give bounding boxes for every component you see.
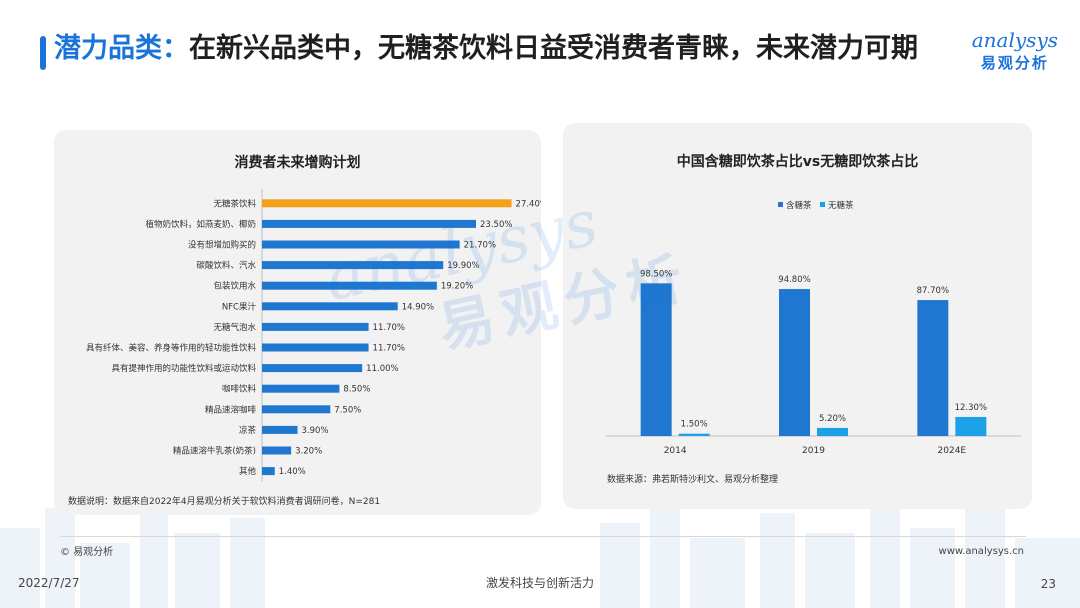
data-label: 7.50% [334,405,361,415]
x-tick-label: 2024E [938,446,967,456]
category-label: 无糖茶饮料 [213,198,256,209]
right-data-note: 数据来源：弗若斯特沙利文、易观分析整理 [607,475,779,485]
report-date: 2022/7/27 [18,576,80,590]
website-link[interactable]: www.analysys.cn [938,546,1024,557]
title-accent-bar [40,36,46,70]
legend-label: 无糖茶 [828,200,854,211]
bar [955,416,987,436]
data-label: 5.20% [819,414,846,424]
category-label: 咖啡饮料 [222,384,257,395]
data-label: 12.30% [955,403,987,413]
right-chart-panel: 中国含糖即饮茶占比vs无糖即饮茶占比 含糖茶 无糖茶 98.50% 1.50% 2014… [563,123,1032,509]
bar [262,467,275,476]
category-label: 无糖气泡水 [213,322,256,333]
bar [817,427,848,436]
page-title: 潜力品类：在新兴品类中，无糖茶饮料日益受消费者青睐，未来潜力可期 [54,30,934,68]
data-label: 3.20% [295,447,322,457]
bar [640,283,672,436]
data-label: 8.50% [343,385,370,395]
data-label: 14.90% [402,302,434,312]
bar [262,281,437,290]
x-tick-label: 2014 [664,446,687,456]
category-label: 植物奶饮料，如燕麦奶、椰奶 [145,219,256,230]
data-label: 19.90% [447,261,479,271]
left-chart-panel: 消费者未来增购计划 无糖茶饮料 27.40% 植物奶饮料，如燕麦奶、椰奶 23.50%… [54,130,541,515]
category-label: 包装饮用水 [213,281,256,292]
title-text: 在新兴品类中，无糖茶饮料日益受消费者青睐，未来潜力可期 [189,33,918,64]
bar [262,364,363,373]
logo-en: analysys [971,28,1058,52]
category-label: 碳酸饮料、汽水 [196,260,256,271]
data-label: 94.80% [778,275,810,285]
left-chart-title: 消费者未来增购计划 [234,155,361,171]
left-data-note: 数据说明：数据来自2022年4月易观分析关于软饮料消费者调研问卷，N=281 [68,497,381,507]
bar [262,405,331,414]
bar [262,199,512,208]
slogan: 激发科技与创新活力 [485,576,594,590]
bar [262,322,369,331]
data-label: 1.40% [279,467,306,477]
data-label: 19.20% [441,282,473,292]
right-chart-title: 中国含糖即饮茶占比vs无糖即饮茶占比 [676,154,919,170]
category-label: 精品速溶咖啡 [205,404,257,415]
footer-divider [60,536,1026,537]
data-label: 1.50% [681,420,708,430]
data-label: 11.00% [366,364,398,374]
category-label: 精品速溶牛乳茶(奶茶) [173,446,256,457]
title-highlight: 潜力品类： [54,33,189,64]
category-label: 具有纤体、美容、养身等作用的轻功能性饮料 [86,343,257,354]
page-number: 23 [1040,577,1056,591]
analysys-logo: analysys 易观分析 [972,28,1058,73]
category-label: 没有想增加购买的 [188,240,256,251]
bar [262,384,340,393]
bar [262,302,398,311]
copyright: © 易观分析 [60,547,114,558]
tea-share-bar-chart: 含糖茶 无糖茶 98.50% 1.50% 2014 94.80% 5.20% 2019 87.7… [606,200,1021,456]
category-label: 凉茶 [239,425,257,436]
bar [262,240,460,249]
legend-swatch [778,202,783,207]
purchase-plan-bar-chart: 无糖茶饮料 27.40% 植物奶饮料，如燕麦奶、椰奶 23.50% 没有想增加购买的 21… [86,189,541,482]
legend-label: 含糖茶 [786,200,812,211]
data-label: 27.40% [516,199,541,209]
bar [262,261,444,270]
data-label: 23.50% [480,220,512,230]
bar [262,425,298,434]
data-label: 11.70% [373,344,405,354]
bar [779,289,810,436]
data-label: 87.70% [917,286,949,296]
bar [917,300,949,436]
bar [262,446,292,455]
legend-swatch [820,202,825,207]
logo-cn: 易观分析 [980,54,1049,72]
bar [262,219,477,228]
data-label: 11.70% [373,323,405,333]
data-label: 21.70% [464,241,496,251]
data-label: 3.90% [302,426,329,436]
data-label: 98.50% [640,269,672,279]
category-label: 具有提神作用的功能性饮料或运动饮料 [111,363,256,374]
bar [262,343,369,352]
x-tick-label: 2019 [802,446,825,456]
bar [678,433,710,436]
category-label: 其他 [239,466,257,477]
category-label: NFC果汁 [222,301,257,312]
